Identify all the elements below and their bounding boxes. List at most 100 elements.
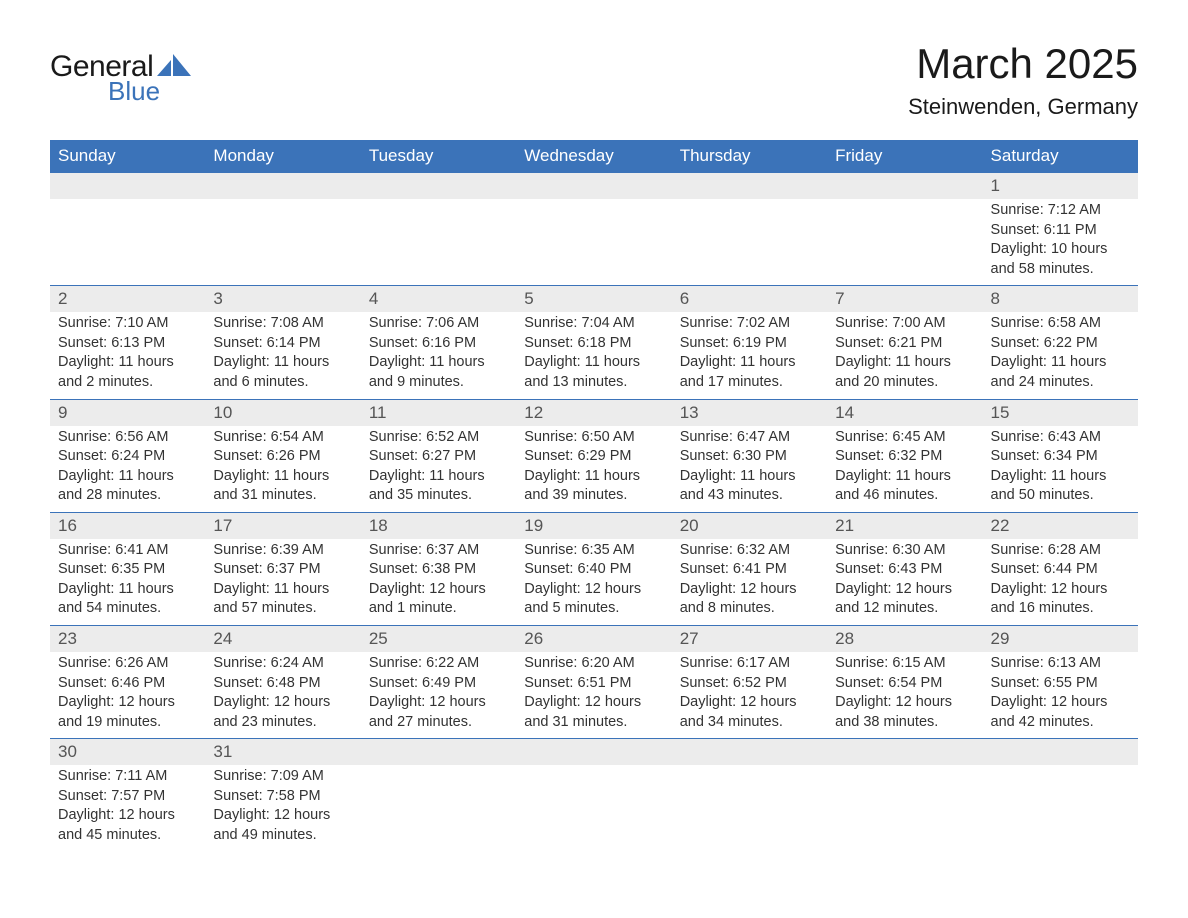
sunrise-line: Sunrise: 6:22 AM bbox=[369, 654, 508, 674]
sunset-line: Sunset: 6:40 PM bbox=[524, 560, 663, 580]
sunset-line: Sunset: 6:32 PM bbox=[835, 447, 974, 467]
daynum-row: 9101112131415 bbox=[50, 399, 1138, 426]
daynum-row: 3031 bbox=[50, 739, 1138, 766]
day-number bbox=[50, 173, 205, 199]
sunrise-line: Sunrise: 6:17 AM bbox=[680, 654, 819, 674]
day-data bbox=[516, 765, 671, 773]
day-number: 24 bbox=[205, 626, 360, 652]
sunrise-line: Sunrise: 6:24 AM bbox=[213, 654, 352, 674]
sunset-line: Sunset: 6:27 PM bbox=[369, 447, 508, 467]
sunset-line: Sunset: 6:16 PM bbox=[369, 334, 508, 354]
day-number: 15 bbox=[983, 400, 1138, 426]
day-number: 3 bbox=[205, 286, 360, 312]
sunrise-line: Sunrise: 6:52 AM bbox=[369, 428, 508, 448]
sunset-line: Sunset: 6:24 PM bbox=[58, 447, 197, 467]
day-number: 25 bbox=[361, 626, 516, 652]
day-number: 12 bbox=[516, 400, 671, 426]
day-data bbox=[361, 199, 516, 207]
sunset-line: Sunset: 6:11 PM bbox=[991, 221, 1130, 241]
day-number: 10 bbox=[205, 400, 360, 426]
day-number: 18 bbox=[361, 513, 516, 539]
day-number: 30 bbox=[50, 739, 205, 765]
weekday-header: Tuesday bbox=[361, 140, 516, 173]
day-number: 28 bbox=[827, 626, 982, 652]
day-data: Sunrise: 6:45 AMSunset: 6:32 PMDaylight:… bbox=[827, 426, 982, 512]
sunrise-line: Sunrise: 6:41 AM bbox=[58, 541, 197, 561]
weekday-header: Wednesday bbox=[516, 140, 671, 173]
sunrise-line: Sunrise: 6:43 AM bbox=[991, 428, 1130, 448]
weekday-header: Thursday bbox=[672, 140, 827, 173]
sunset-line: Sunset: 6:54 PM bbox=[835, 674, 974, 694]
day-number: 14 bbox=[827, 400, 982, 426]
day-data bbox=[361, 765, 516, 773]
day-data: Sunrise: 6:35 AMSunset: 6:40 PMDaylight:… bbox=[516, 539, 671, 625]
daylight-line: Daylight: 12 hours and 27 minutes. bbox=[369, 693, 508, 732]
day-data: Sunrise: 6:28 AMSunset: 6:44 PMDaylight:… bbox=[983, 539, 1138, 625]
day-data: Sunrise: 6:20 AMSunset: 6:51 PMDaylight:… bbox=[516, 652, 671, 738]
weekday-header: Sunday bbox=[50, 140, 205, 173]
day-data: Sunrise: 6:22 AMSunset: 6:49 PMDaylight:… bbox=[361, 652, 516, 738]
day-number bbox=[827, 739, 982, 765]
day-data: Sunrise: 6:39 AMSunset: 6:37 PMDaylight:… bbox=[205, 539, 360, 625]
day-number: 11 bbox=[361, 400, 516, 426]
day-number: 26 bbox=[516, 626, 671, 652]
calendar-header-row: SundayMondayTuesdayWednesdayThursdayFrid… bbox=[50, 140, 1138, 173]
sunrise-line: Sunrise: 6:47 AM bbox=[680, 428, 819, 448]
day-data: Sunrise: 7:00 AMSunset: 6:21 PMDaylight:… bbox=[827, 312, 982, 398]
day-data: Sunrise: 6:47 AMSunset: 6:30 PMDaylight:… bbox=[672, 426, 827, 512]
day-number: 17 bbox=[205, 513, 360, 539]
day-data: Sunrise: 6:54 AMSunset: 6:26 PMDaylight:… bbox=[205, 426, 360, 512]
sunset-line: Sunset: 6:26 PM bbox=[213, 447, 352, 467]
daylight-line: Daylight: 12 hours and 42 minutes. bbox=[991, 693, 1130, 732]
day-data bbox=[205, 199, 360, 207]
sunrise-line: Sunrise: 6:50 AM bbox=[524, 428, 663, 448]
day-data: Sunrise: 6:15 AMSunset: 6:54 PMDaylight:… bbox=[827, 652, 982, 738]
sunrise-line: Sunrise: 6:13 AM bbox=[991, 654, 1130, 674]
daylight-line: Daylight: 12 hours and 12 minutes. bbox=[835, 580, 974, 619]
day-data: Sunrise: 7:09 AMSunset: 7:58 PMDaylight:… bbox=[205, 765, 360, 851]
day-number bbox=[361, 739, 516, 765]
day-data: Sunrise: 7:08 AMSunset: 6:14 PMDaylight:… bbox=[205, 312, 360, 398]
day-number: 27 bbox=[672, 626, 827, 652]
day-number: 22 bbox=[983, 513, 1138, 539]
daynum-row: 23242526272829 bbox=[50, 626, 1138, 653]
sunrise-line: Sunrise: 7:09 AM bbox=[213, 767, 352, 787]
daylight-line: Daylight: 11 hours and 2 minutes. bbox=[58, 353, 197, 392]
daylight-line: Daylight: 11 hours and 57 minutes. bbox=[213, 580, 352, 619]
day-data bbox=[50, 199, 205, 207]
day-number: 5 bbox=[516, 286, 671, 312]
day-number: 29 bbox=[983, 626, 1138, 652]
day-number bbox=[672, 739, 827, 765]
sunset-line: Sunset: 7:58 PM bbox=[213, 787, 352, 807]
sunset-line: Sunset: 6:48 PM bbox=[213, 674, 352, 694]
sunrise-line: Sunrise: 6:32 AM bbox=[680, 541, 819, 561]
day-number: 23 bbox=[50, 626, 205, 652]
daydata-row: Sunrise: 6:41 AMSunset: 6:35 PM Daylight:… bbox=[50, 539, 1138, 626]
page-title: March 2025 bbox=[908, 40, 1138, 88]
sunrise-line: Sunrise: 6:56 AM bbox=[58, 428, 197, 448]
sunrise-line: Sunrise: 6:39 AM bbox=[213, 541, 352, 561]
sunset-line: Sunset: 6:19 PM bbox=[680, 334, 819, 354]
sunset-line: Sunset: 6:51 PM bbox=[524, 674, 663, 694]
day-data: Sunrise: 7:10 AMSunset: 6:13 PMDaylight:… bbox=[50, 312, 205, 398]
day-data: Sunrise: 6:43 AMSunset: 6:34 PMDaylight:… bbox=[983, 426, 1138, 512]
daylight-line: Daylight: 11 hours and 9 minutes. bbox=[369, 353, 508, 392]
daylight-line: Daylight: 11 hours and 13 minutes. bbox=[524, 353, 663, 392]
sunset-line: Sunset: 6:30 PM bbox=[680, 447, 819, 467]
sunset-line: Sunset: 6:43 PM bbox=[835, 560, 974, 580]
daylight-line: Daylight: 11 hours and 35 minutes. bbox=[369, 467, 508, 506]
daylight-line: Daylight: 11 hours and 46 minutes. bbox=[835, 467, 974, 506]
sunset-line: Sunset: 6:35 PM bbox=[58, 560, 197, 580]
sunset-line: Sunset: 6:29 PM bbox=[524, 447, 663, 467]
day-data bbox=[672, 765, 827, 773]
sunrise-line: Sunrise: 6:37 AM bbox=[369, 541, 508, 561]
location-text: Steinwenden, Germany bbox=[908, 94, 1138, 120]
daylight-line: Daylight: 12 hours and 19 minutes. bbox=[58, 693, 197, 732]
daylight-line: Daylight: 11 hours and 43 minutes. bbox=[680, 467, 819, 506]
day-data: Sunrise: 7:12 AMSunset: 6:11 PMDaylight:… bbox=[983, 199, 1138, 285]
weekday-header: Saturday bbox=[983, 140, 1138, 173]
day-data: Sunrise: 7:11 AMSunset: 7:57 PMDaylight:… bbox=[50, 765, 205, 851]
day-number: 13 bbox=[672, 400, 827, 426]
daylight-line: Daylight: 11 hours and 28 minutes. bbox=[58, 467, 197, 506]
day-data bbox=[983, 765, 1138, 773]
